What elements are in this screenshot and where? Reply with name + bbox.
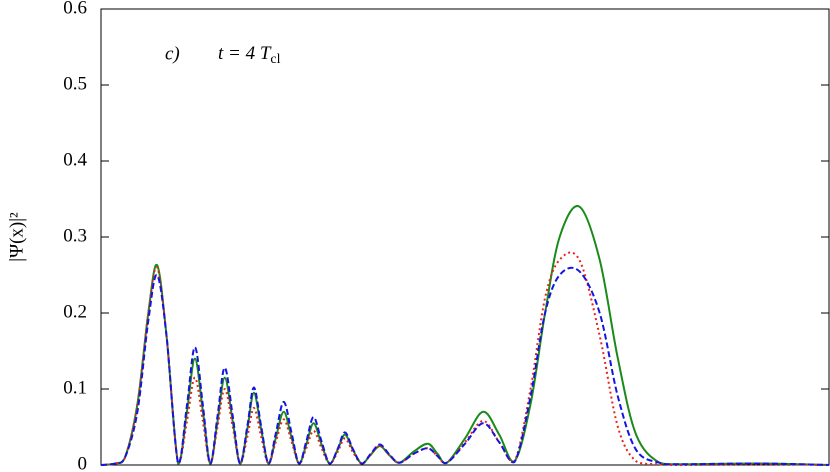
annotation-sub: cl xyxy=(270,52,280,67)
y-tick-label: 0.1 xyxy=(63,377,87,398)
annotation-main: t = 4 T xyxy=(218,43,272,64)
annotation-label: c) xyxy=(165,43,180,64)
y-axis-label: |Ψ(x)|² xyxy=(6,212,27,262)
y-tick-label: 0.2 xyxy=(63,301,87,322)
y-tick-label: 0 xyxy=(78,453,88,472)
series-line xyxy=(100,251,830,467)
plot-frame xyxy=(100,8,830,466)
y-tick-label: 0.6 xyxy=(63,0,87,18)
y-tick-label: 0.4 xyxy=(63,149,87,170)
y-tick-label: 0.5 xyxy=(63,73,87,94)
series-line xyxy=(100,266,830,466)
annotation-expr: t = 4 Tcl xyxy=(218,43,281,67)
y-tick-label: 0.3 xyxy=(63,225,87,246)
series-line xyxy=(100,205,830,466)
